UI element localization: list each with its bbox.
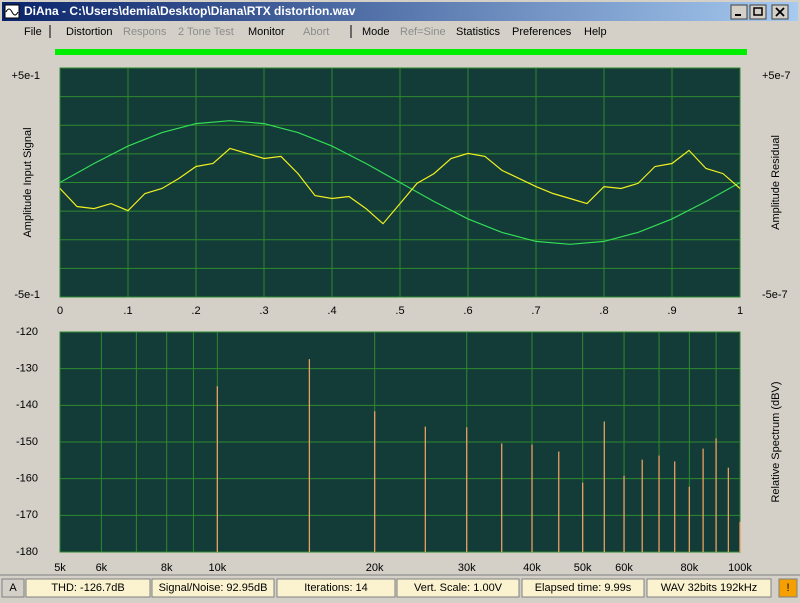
y-axis-title: Amplitude Input Signal bbox=[22, 127, 34, 237]
x-tick-label: .2 bbox=[191, 305, 200, 317]
menu-bar: File Distortion Respons 2 Tone Test Monitor A… bbox=[24, 26, 607, 38]
x-tick-label: 40k bbox=[523, 562, 541, 574]
x-tick-label: .3 bbox=[259, 305, 268, 317]
x-tick-label: 5k bbox=[54, 562, 66, 574]
status-text: Signal/Noise: 92.95dB bbox=[159, 582, 268, 594]
status-text: ! bbox=[786, 582, 789, 594]
close-glyph bbox=[775, 7, 785, 17]
maximize-glyph bbox=[753, 7, 763, 16]
x-tick-label: 60k bbox=[615, 562, 633, 574]
menu-item[interactable]: Ref=Sine bbox=[400, 26, 446, 38]
window-buttons bbox=[730, 4, 789, 20]
app-icon-wave bbox=[5, 8, 19, 16]
minimize-button[interactable] bbox=[730, 4, 748, 20]
x-tick-label: 80k bbox=[680, 562, 698, 574]
x-tick-label: .4 bbox=[327, 305, 336, 317]
menu-item[interactable]: Statistics bbox=[456, 26, 501, 38]
menu-item[interactable]: Help bbox=[584, 26, 607, 38]
status-bar: A THD: -126.7dB Signal/Noise: 92.95dB Itera… bbox=[1, 578, 798, 598]
menu-item[interactable]: File bbox=[24, 26, 42, 38]
status-text: WAV 32bits 192kHz bbox=[661, 582, 758, 594]
charts: 0 .1 .2 .3 .4 .5 .6 .7 .8 .9 1 +5e-1 -5e-1 +5e-7 -5e-7… bbox=[12, 67, 790, 574]
y-tick-label: -170 bbox=[16, 509, 38, 521]
status-text: A bbox=[9, 582, 17, 594]
y-tick-label: -160 bbox=[16, 473, 38, 485]
menu-item[interactable]: Abort bbox=[303, 26, 329, 38]
x-tick-label: 50k bbox=[574, 562, 592, 574]
y-axis-title: Relative Spectrum (dBV) bbox=[770, 381, 782, 502]
progress-bar bbox=[55, 49, 747, 55]
status-panel bbox=[276, 578, 396, 598]
status-panel bbox=[396, 578, 520, 598]
x-tick-label: 6k bbox=[96, 562, 108, 574]
y-tick-label: +5e-1 bbox=[12, 70, 40, 82]
title-bar bbox=[2, 2, 798, 21]
series-line bbox=[59, 147, 741, 225]
menu-item[interactable]: 2 Tone Test bbox=[178, 26, 234, 38]
x-tick-label: 30k bbox=[458, 562, 476, 574]
window-title: DiAna - C:\Users\demia\Desktop\Diana\RTX… bbox=[24, 4, 356, 18]
x-tick-label: 1 bbox=[737, 305, 743, 317]
status-text: THD: -126.7dB bbox=[51, 582, 124, 594]
status-panel bbox=[25, 578, 151, 598]
x-tick-label: .7 bbox=[531, 305, 540, 317]
x-tick-label: .5 bbox=[395, 305, 404, 317]
x-tick-label: 10k bbox=[208, 562, 226, 574]
menu-item[interactable]: Monitor bbox=[248, 26, 285, 38]
y2-tick-label: -5e-7 bbox=[762, 289, 788, 301]
menu-item[interactable]: Distortion bbox=[66, 26, 112, 38]
x-tick-label: .1 bbox=[123, 305, 132, 317]
y-tick-label: -130 bbox=[16, 363, 38, 375]
series-line bbox=[59, 120, 741, 245]
status-panel bbox=[521, 578, 645, 598]
x-tick-label: .8 bbox=[599, 305, 608, 317]
x-tick-label: .6 bbox=[463, 305, 472, 317]
y-tick-label: -180 bbox=[16, 546, 38, 558]
status-panel bbox=[151, 578, 275, 598]
x-tick-label: 100k bbox=[728, 562, 752, 574]
x-tick-label: .9 bbox=[667, 305, 676, 317]
y-tick-label: -120 bbox=[16, 326, 38, 338]
menu-item[interactable]: Mode bbox=[362, 26, 390, 38]
y2-axis-title: Amplitude Residual bbox=[770, 135, 782, 230]
status-text: Elapsed time: 9.99s bbox=[535, 582, 632, 594]
status-panel bbox=[778, 578, 798, 598]
maximize-button[interactable] bbox=[749, 4, 767, 20]
status-panel bbox=[1, 578, 25, 598]
status-panel bbox=[646, 578, 772, 598]
menu-item[interactable]: Respons bbox=[123, 26, 167, 38]
y-tick-label: -140 bbox=[16, 399, 38, 411]
y2-tick-label: +5e-7 bbox=[762, 70, 790, 82]
status-text: Vert. Scale: 1.00V bbox=[414, 582, 503, 594]
menu-item[interactable]: Preferences bbox=[512, 26, 572, 38]
x-tick-label: 20k bbox=[366, 562, 384, 574]
y-tick-label: -150 bbox=[16, 436, 38, 448]
x-tick-label: 8k bbox=[161, 562, 173, 574]
x-tick-label: 0 bbox=[57, 305, 63, 317]
y-tick-label: -5e-1 bbox=[14, 289, 40, 301]
status-text: Iterations: 14 bbox=[304, 582, 368, 594]
